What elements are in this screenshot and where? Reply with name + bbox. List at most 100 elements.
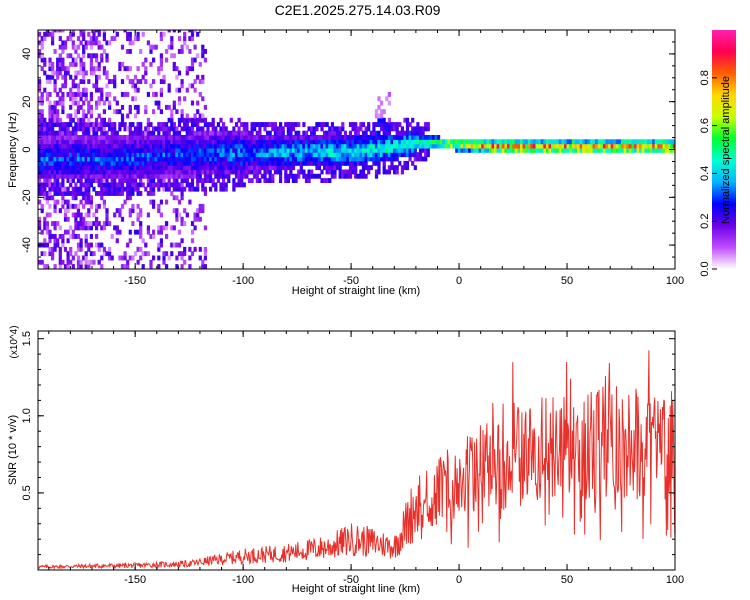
heatmap-cell xyxy=(276,143,280,149)
heatmap-cell xyxy=(310,156,314,162)
heatmap-cell xyxy=(139,212,143,218)
heatmap-cell xyxy=(177,130,182,136)
heatmap-cell xyxy=(170,225,174,231)
heatmap-cell xyxy=(382,135,386,140)
heatmap-cell xyxy=(364,156,368,162)
heatmap-cell xyxy=(634,139,638,145)
heatmap-cell xyxy=(400,165,404,171)
heatmap-cell xyxy=(100,122,104,127)
heatmap-cell xyxy=(307,152,311,158)
heatmap-cell xyxy=(120,135,125,140)
heatmap-cell xyxy=(276,139,280,145)
heatmap-cell xyxy=(470,143,474,149)
heatmap-cell xyxy=(232,169,236,175)
x-tick-label: -100 xyxy=(232,275,254,287)
heatmap-cell xyxy=(53,199,57,205)
heatmap-cell xyxy=(92,156,96,162)
heatmap-cell xyxy=(128,186,132,192)
heatmap-cell xyxy=(390,165,394,171)
heatmap-cell xyxy=(48,234,52,239)
heatmap-cell xyxy=(43,216,47,222)
heatmap-cell xyxy=(398,135,402,140)
heatmap-cell xyxy=(71,61,75,67)
heatmap-cell xyxy=(224,169,228,175)
heatmap-cell xyxy=(165,182,169,188)
heatmap-cell xyxy=(146,178,150,183)
heatmap-cell xyxy=(159,199,163,205)
heatmap-cell xyxy=(291,147,296,153)
heatmap-cell xyxy=(286,160,290,166)
heatmap-cell xyxy=(76,109,81,115)
heatmap-cell xyxy=(102,49,106,54)
heatmap-cell xyxy=(418,143,423,149)
heatmap-cell xyxy=(403,165,407,171)
heatmap-cell xyxy=(273,135,277,140)
heatmap-cell xyxy=(40,126,44,132)
heatmap-cell xyxy=(159,57,163,63)
heatmap-cell xyxy=(123,147,127,153)
heatmap-cell xyxy=(302,135,306,140)
heatmap-cell xyxy=(330,147,334,153)
heatmap-cell xyxy=(105,152,109,158)
heatmap-cell xyxy=(118,109,122,115)
heatmap-cell xyxy=(196,160,200,166)
heatmap-cell xyxy=(183,96,187,102)
heatmap-cell xyxy=(400,147,404,153)
heatmap-cell xyxy=(486,143,490,149)
heatmap-cell xyxy=(79,126,83,132)
heatmap-cell xyxy=(74,173,78,179)
heatmap-cell xyxy=(139,160,143,166)
heatmap-cell xyxy=(652,147,656,153)
heatmap-cell xyxy=(48,147,52,153)
heatmap-cell xyxy=(102,186,106,192)
heatmap-cell xyxy=(193,79,197,84)
heatmap-cell xyxy=(108,92,112,97)
heatmap-cell xyxy=(222,130,226,136)
heatmap-cell xyxy=(177,49,182,54)
heatmap-cell xyxy=(53,70,57,76)
heatmap-cell xyxy=(38,173,42,179)
heatmap-cell xyxy=(79,173,83,179)
heatmap-cell xyxy=(69,156,73,162)
heatmap-cell xyxy=(263,160,267,166)
heatmap-cell xyxy=(351,147,355,153)
heatmap-cell xyxy=(113,83,117,89)
heatmap-cell xyxy=(141,130,145,136)
heatmap-cell xyxy=(393,169,397,175)
heatmap-cell xyxy=(405,139,410,145)
heatmap-cell xyxy=(201,208,205,214)
heatmap-cell xyxy=(84,264,88,269)
heatmap-cell xyxy=(170,165,174,171)
heatmap-cell xyxy=(97,178,101,183)
heatmap-cell xyxy=(92,212,96,218)
heatmap-cell xyxy=(97,246,101,252)
heatmap-cell xyxy=(48,186,52,192)
heatmap-cell xyxy=(136,160,140,166)
heatmap-cell xyxy=(48,139,52,145)
heatmap-cell xyxy=(403,117,407,123)
heatmap-cell xyxy=(253,143,257,149)
heatmap-cell xyxy=(222,165,226,171)
heatmap-cell xyxy=(527,139,531,145)
heatmap-cell xyxy=(69,259,73,265)
heatmap-cell xyxy=(548,143,552,149)
heatmap-cell xyxy=(69,143,73,149)
heatmap-cell xyxy=(53,152,57,158)
heatmap-cell xyxy=(367,165,371,171)
heatmap-cell xyxy=(211,152,215,158)
heatmap-cell xyxy=(520,139,524,145)
heatmap-cell xyxy=(175,66,179,72)
heatmap-cell xyxy=(51,173,55,179)
heatmap-cell xyxy=(126,66,130,72)
heatmap-cell xyxy=(408,156,412,162)
heatmap-cell xyxy=(154,139,158,145)
heatmap-cell xyxy=(185,147,189,153)
heatmap-cell xyxy=(426,126,430,132)
heatmap-cell xyxy=(87,173,91,179)
heatmap-cell xyxy=(180,113,184,119)
heatmap-cell xyxy=(201,49,205,54)
heatmap-cell xyxy=(100,152,104,158)
heatmap-cell xyxy=(522,139,526,145)
heatmap-cell xyxy=(95,143,99,149)
heatmap-cell xyxy=(183,36,187,41)
